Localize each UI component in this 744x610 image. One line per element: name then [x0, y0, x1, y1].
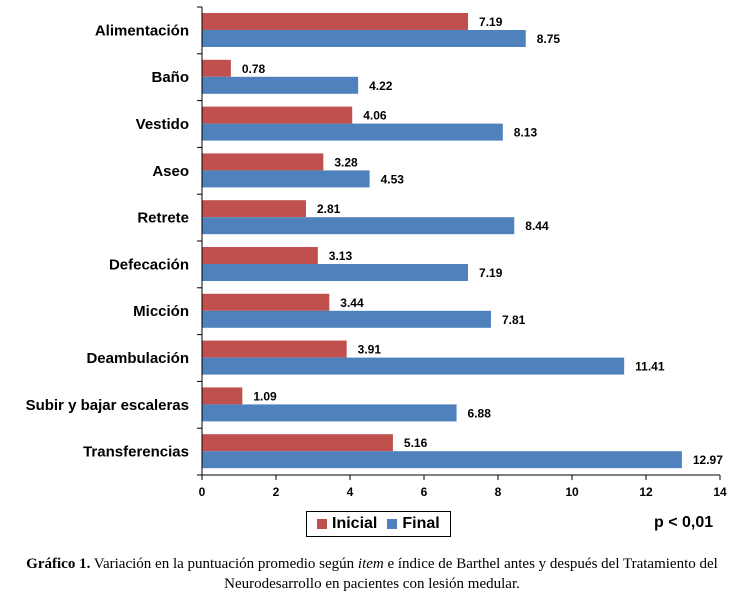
- bar-final: [202, 310, 491, 328]
- data-label: 3.44: [340, 296, 364, 310]
- data-label: 1.09: [253, 389, 277, 403]
- data-label: 7.19: [479, 266, 503, 280]
- legend-swatch-final: [387, 519, 398, 529]
- data-label: 8.75: [537, 32, 561, 46]
- legend-label-inicial: Inicial: [332, 515, 378, 532]
- bar-inicial: [202, 387, 243, 405]
- data-label: 8.13: [514, 126, 538, 140]
- category-label: Aseo: [152, 163, 189, 180]
- legend-item-final: Final: [387, 515, 440, 533]
- data-label: 4.53: [381, 172, 405, 186]
- legend-item-inicial: Inicial: [317, 515, 377, 533]
- category-label: Transferencias: [83, 444, 189, 461]
- caption-label: Gráfico 1.: [26, 556, 91, 572]
- category-label: Subir y bajar escaleras: [26, 397, 189, 414]
- data-label: 3.28: [334, 155, 358, 169]
- x-tick-label: 6: [421, 485, 428, 499]
- bar-inicial: [202, 59, 231, 77]
- x-tick-label: 0: [199, 485, 206, 499]
- bar-inicial: [202, 200, 306, 218]
- x-tick-label: 14: [713, 485, 727, 499]
- data-label: 5.16: [404, 436, 428, 450]
- category-label: Retrete: [137, 210, 189, 227]
- category-label: Defecación: [109, 256, 189, 273]
- p-value-annotation: p < 0,01: [654, 514, 714, 531]
- bar-inicial: [202, 13, 469, 30]
- bar-inicial: [202, 293, 330, 311]
- data-label: 7.19: [479, 15, 503, 29]
- legend-label-final: Final: [402, 515, 440, 532]
- bar-inicial: [202, 434, 393, 452]
- category-label: Baño: [152, 69, 190, 86]
- data-label: 4.06: [363, 109, 387, 123]
- x-tick-label: 12: [639, 485, 653, 499]
- caption-italic: item: [357, 556, 384, 572]
- bar-final: [202, 217, 515, 235]
- data-label: 2.81: [317, 202, 341, 216]
- caption-text-2: e índice de Barthel antes y después del …: [224, 556, 718, 592]
- bar-final: [202, 357, 625, 375]
- category-label: Deambulación: [86, 350, 189, 367]
- x-tick-label: 8: [495, 485, 502, 499]
- data-label: 11.41: [635, 360, 665, 374]
- bar-inicial: [202, 106, 353, 124]
- data-label: 3.91: [358, 343, 382, 357]
- bar-final: [202, 170, 370, 188]
- legend-swatch-inicial: [317, 519, 327, 529]
- chart-legend: Inicial Final: [306, 511, 451, 537]
- x-tick-label: 4: [347, 485, 354, 499]
- data-label: 0.78: [242, 62, 266, 76]
- data-label: 4.22: [369, 79, 393, 93]
- data-label: 6.88: [468, 406, 492, 420]
- bar-final: [202, 30, 526, 47]
- bar-final: [202, 404, 457, 422]
- category-label: Alimentación: [95, 22, 189, 39]
- bar-final: [202, 123, 503, 141]
- bar-final: [202, 264, 469, 281]
- bar-final: [202, 451, 682, 469]
- data-label: 7.81: [502, 313, 526, 327]
- bar-inicial: [202, 247, 318, 264]
- bar-inicial: [202, 340, 347, 358]
- category-label: Vestido: [136, 116, 189, 133]
- data-label: 12.97: [693, 453, 723, 467]
- bar-inicial: [202, 153, 324, 171]
- caption-text-1: Variación en la puntuación promedio segú…: [90, 556, 358, 572]
- x-tick-label: 10: [565, 485, 579, 499]
- data-label: 8.44: [525, 219, 549, 233]
- category-label: Micción: [133, 303, 189, 320]
- data-label: 3.13: [329, 249, 353, 263]
- bar-chart: Alimentación 7.19 8.75 Baño 0.78 4.22 Vestido 4…: [26, 6, 727, 499]
- bar-final: [202, 76, 359, 94]
- figure-caption: Gráfico 1. Variación en la puntuación pr…: [0, 554, 744, 594]
- x-tick-label: 2: [273, 485, 280, 499]
